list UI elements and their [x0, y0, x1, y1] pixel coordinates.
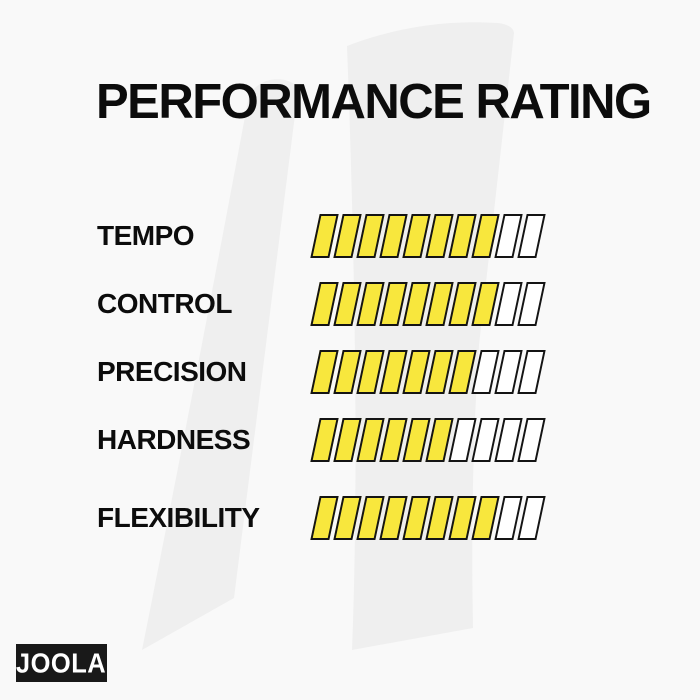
- chart-title: PERFORMANCE RATING: [96, 75, 652, 129]
- rating-row-control: CONTROL: [0, 282, 700, 326]
- rating-bar-track: [310, 496, 546, 540]
- rating-bar-track: [310, 214, 546, 258]
- rating-label: TEMPO: [97, 220, 195, 251]
- rating-label: CONTROL: [97, 288, 232, 319]
- rating-row-flexibility: FLEXIBILITY: [0, 496, 700, 540]
- rating-segment-empty: [517, 418, 546, 462]
- rating-label: FLEXIBILITY: [97, 502, 260, 533]
- rating-bar-track: [310, 418, 546, 462]
- rating-row-tempo: TEMPO: [0, 214, 700, 258]
- rating-segment-empty: [517, 214, 546, 258]
- joola-logo: JOOLA: [16, 644, 107, 682]
- rating-bar-track: [310, 350, 546, 394]
- rating-segment-empty: [517, 282, 546, 326]
- rating-row-hardness: HARDNESS: [0, 418, 700, 462]
- rating-bar-track: [310, 282, 546, 326]
- joola-logo-text: JOOLA: [16, 646, 107, 679]
- rating-segment-empty: [517, 350, 546, 394]
- rating-label: HARDNESS: [97, 424, 251, 455]
- rating-label: PRECISION: [97, 356, 247, 387]
- rating-segment-empty: [517, 496, 546, 540]
- rating-row-precision: PRECISION: [0, 350, 700, 394]
